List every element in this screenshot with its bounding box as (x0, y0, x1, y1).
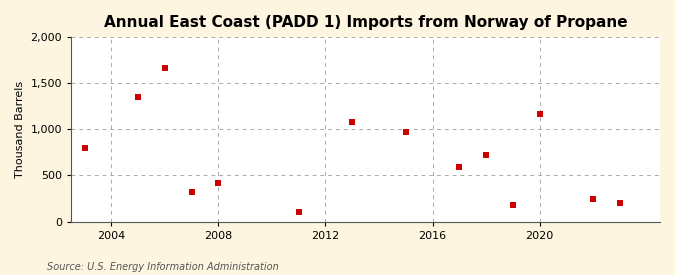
Point (588, 196, 599, 201)
Point (400, 130, 411, 134)
Point (614, 201, 625, 205)
Point (213, 181, 224, 185)
Point (534, 112, 545, 117)
Point (508, 202, 518, 207)
Point (133, 95, 144, 99)
Point (186, 190, 197, 194)
Point (79, 145, 90, 150)
Point (294, 209, 304, 214)
Title: Annual East Coast (PADD 1) Imports from Norway of Propane: Annual East Coast (PADD 1) Imports from … (104, 15, 628, 30)
Point (481, 153, 491, 157)
Point (454, 165, 464, 169)
Text: Source: U.S. Energy Information Administration: Source: U.S. Energy Information Administ… (47, 262, 279, 272)
Point (347, 120, 358, 124)
Y-axis label: Thousand Barrels: Thousand Barrels (15, 81, 25, 178)
Point (159, 66, 170, 70)
